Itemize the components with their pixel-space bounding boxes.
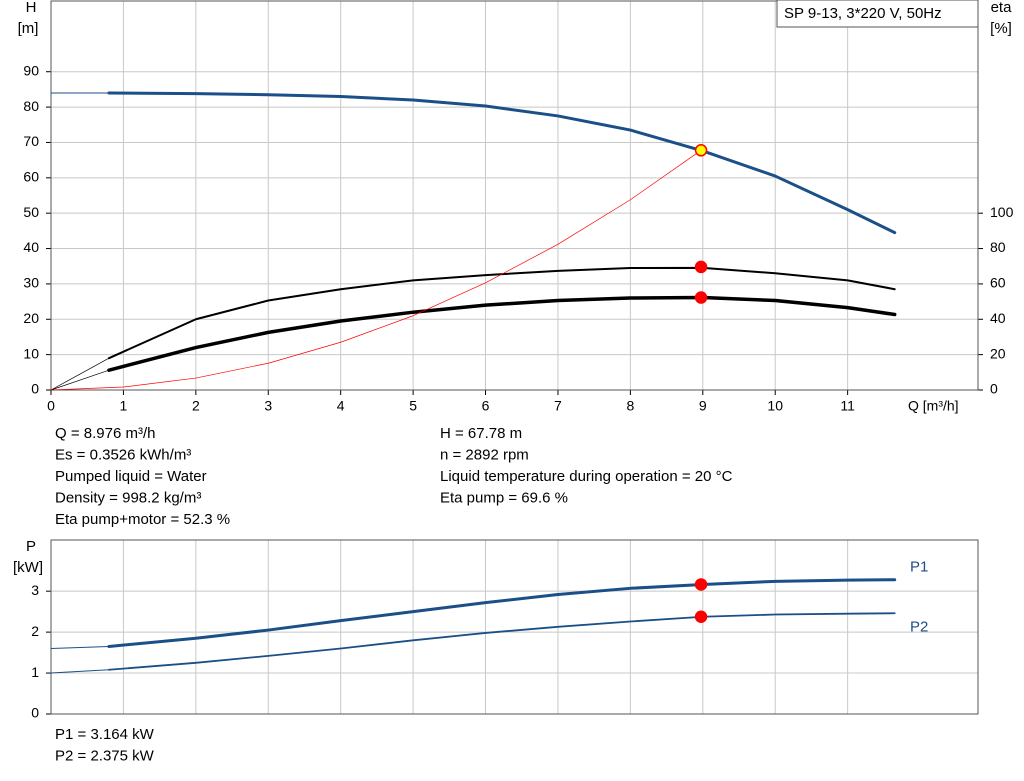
legend-box <box>776 0 979 28</box>
y2-tick-label: 20 <box>990 345 1006 361</box>
x-tick-label: 1 <box>120 398 128 414</box>
info-text: n = 2892 rpm <box>440 446 529 463</box>
info-text: H = 67.78 m <box>440 425 522 442</box>
y-tick-label: 3 <box>31 582 39 598</box>
y-tick-label: 70 <box>23 133 39 149</box>
y-tick-label: 50 <box>23 204 39 220</box>
x-tick-label: 2 <box>192 398 200 414</box>
x-tick-label: 5 <box>409 398 417 414</box>
y2-axis-unit: [%] <box>990 20 1012 37</box>
power-text: P1 = 3.164 kW <box>55 726 155 743</box>
curve <box>107 578 897 648</box>
info-text: Density = 998.2 kg/m³ <box>55 489 201 506</box>
curve <box>108 612 896 671</box>
x-tick-label: 10 <box>767 398 783 414</box>
y2-tick-label: 80 <box>990 239 1006 255</box>
x-tick-label: 0 <box>47 398 55 414</box>
x-axis-label: Q [m³/h] <box>908 398 959 414</box>
y-tick-label: 2 <box>31 623 39 639</box>
info-text: Liquid temperature during operation = 20… <box>440 468 733 485</box>
operating-point <box>694 610 708 624</box>
curve <box>50 369 110 391</box>
x-tick-label: 3 <box>264 398 272 414</box>
y-axis-label: P <box>26 538 36 555</box>
series-label: P2 <box>910 618 928 635</box>
y-axis-unit: [kW] <box>13 559 43 576</box>
curve <box>50 357 110 391</box>
y-tick-label: 60 <box>23 169 39 185</box>
curve <box>50 645 110 649</box>
x-tick-label: 11 <box>840 398 855 414</box>
plot-frame <box>50 0 979 391</box>
curve <box>107 91 897 235</box>
y-tick-label: 10 <box>23 345 39 361</box>
operating-point <box>694 260 708 274</box>
y-tick-label: 20 <box>23 310 39 326</box>
y-tick-label: 0 <box>31 381 39 397</box>
y-axis-label: H <box>26 0 37 16</box>
info-text: Q = 8.976 m³/h <box>55 425 155 442</box>
x-tick-label: 4 <box>337 398 345 414</box>
power-text: P2 = 2.375 kW <box>55 747 155 764</box>
operating-point <box>694 144 708 157</box>
y2-tick-label: 100 <box>990 204 1014 220</box>
operating-point <box>694 291 708 304</box>
x-tick-label: 9 <box>699 398 707 414</box>
curve <box>50 669 110 674</box>
y-tick-label: 80 <box>23 98 39 114</box>
y-tick-label: 90 <box>23 62 39 78</box>
y-tick-label: 30 <box>23 275 39 291</box>
y2-tick-label: 40 <box>990 310 1006 326</box>
info-text: Es = 0.3526 kWh/m³ <box>55 446 191 463</box>
curve <box>107 266 896 360</box>
y-tick-label: 0 <box>31 705 39 721</box>
x-tick-label: 8 <box>626 398 634 414</box>
info-text: Pumped liquid = Water <box>55 468 207 485</box>
curve <box>107 295 897 372</box>
chart-title: SP 9-13, 3*220 V, 50Hz <box>784 5 942 22</box>
plot-frame <box>50 539 979 715</box>
operating-point <box>694 578 708 591</box>
y-tick-label: 40 <box>23 239 39 255</box>
y2-tick-label: 60 <box>990 275 1006 291</box>
info-text: Eta pump+motor = 52.3 % <box>55 511 230 528</box>
x-tick-label: 6 <box>482 398 490 414</box>
y2-tick-label: 0 <box>990 381 998 397</box>
series-label: P1 <box>910 559 928 576</box>
x-tick-label: 7 <box>554 398 562 414</box>
y-tick-label: 1 <box>31 664 39 680</box>
y2-axis-label: eta <box>991 0 1013 16</box>
curve <box>50 149 702 391</box>
info-text: Eta pump = 69.6 % <box>440 489 568 506</box>
y-axis-unit: [m] <box>18 20 39 37</box>
